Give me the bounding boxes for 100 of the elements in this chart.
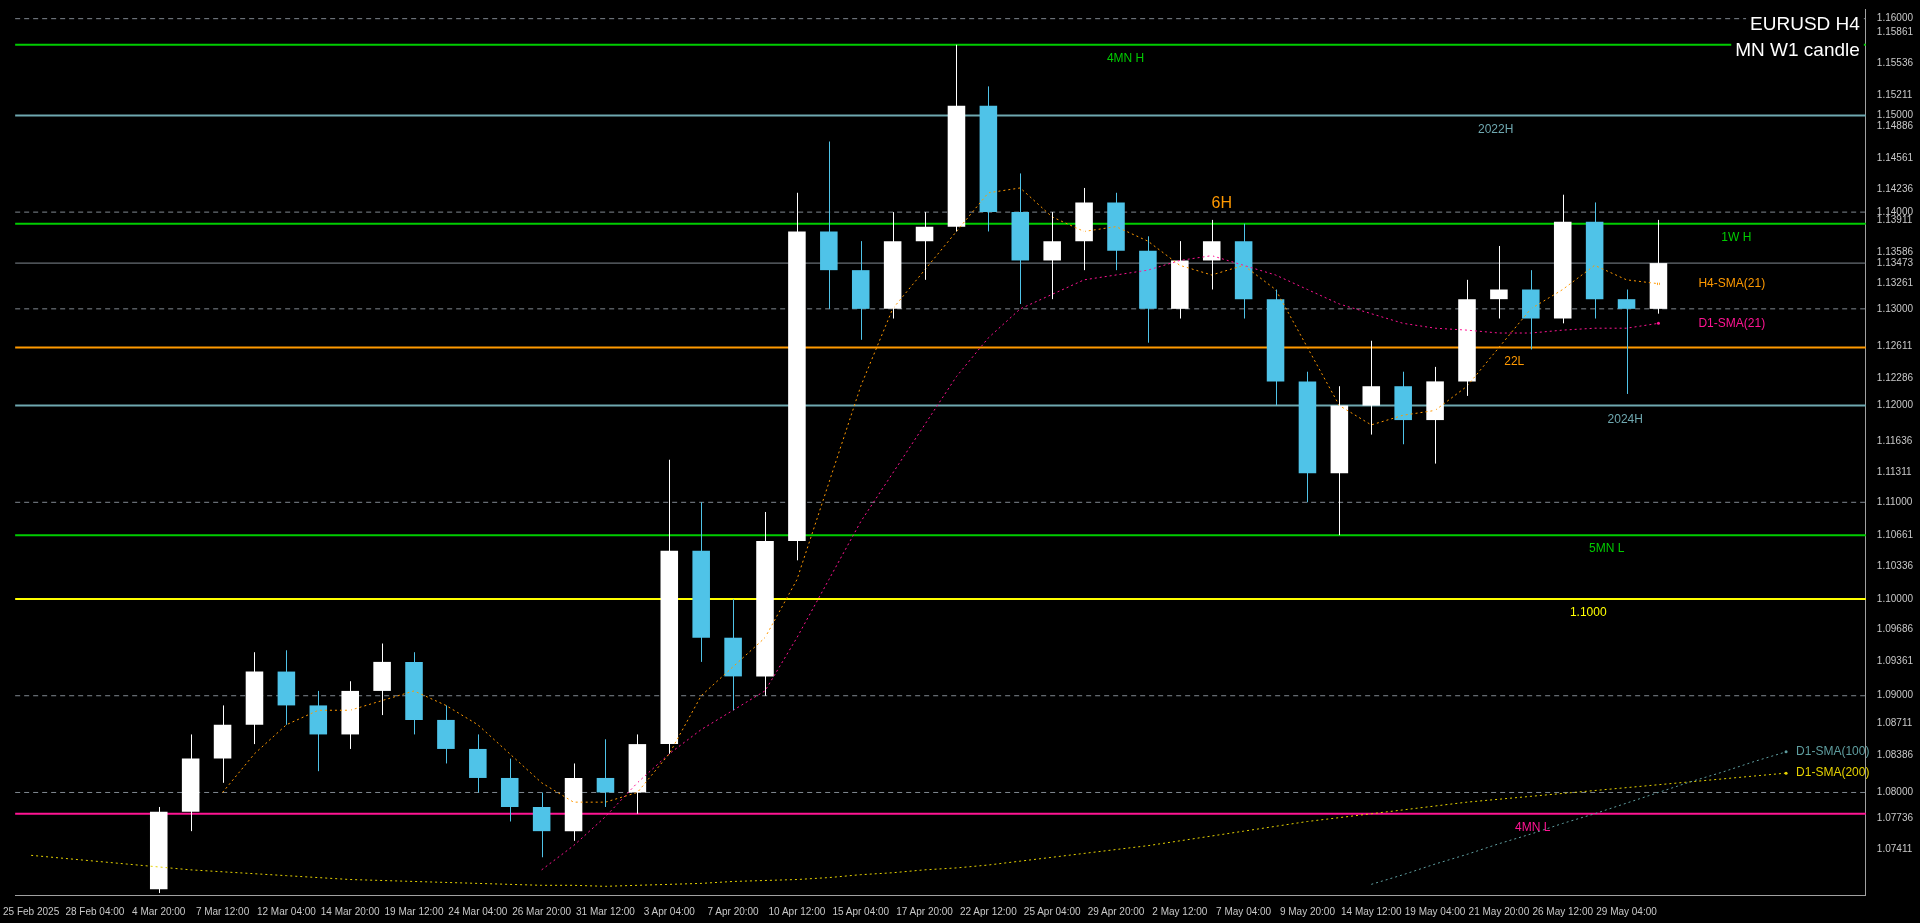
candlestick bbox=[756, 511, 774, 697]
candlestick bbox=[1522, 269, 1540, 350]
candlestick bbox=[883, 211, 902, 320]
y-tick-label: 1.15861 bbox=[1876, 25, 1914, 37]
candlestick bbox=[724, 598, 742, 711]
y-tick-label: 1.13586 bbox=[1876, 245, 1914, 257]
y-tick-label: 1.09361 bbox=[1876, 654, 1914, 666]
candlestick bbox=[564, 762, 583, 842]
x-tick-label: 15 Apr 04:00 bbox=[832, 905, 890, 917]
ref-line-label: 2024H bbox=[1607, 411, 1643, 426]
text: H4-SMA(21) bbox=[1698, 276, 1766, 291]
x-tick-label: 14 Mar 20:00 bbox=[320, 905, 381, 917]
candlestick bbox=[149, 806, 168, 894]
candlestick bbox=[1617, 289, 1636, 395]
candlestick bbox=[1171, 240, 1189, 320]
y-tick-label: 1.15000 bbox=[1876, 109, 1914, 121]
x-tick-label: 25 Apr 04:00 bbox=[1023, 905, 1081, 917]
ref-line-label: 2022H bbox=[1478, 121, 1514, 136]
annotation: 6H bbox=[1211, 193, 1233, 211]
y-tick-label: 1.14561 bbox=[1876, 151, 1914, 163]
x-tick-label: 7 Apr 20:00 bbox=[707, 905, 760, 917]
candlestick bbox=[213, 704, 232, 784]
x-tick-label: 28 Feb 04:00 bbox=[65, 905, 125, 917]
ref-line-label: 1W H bbox=[1721, 230, 1752, 245]
x-tick-label: 29 Apr 20:00 bbox=[1087, 905, 1145, 917]
y-tick-label: 1.13000 bbox=[1876, 302, 1914, 314]
y-tick-label: 1.10000 bbox=[1876, 592, 1914, 604]
candlestick bbox=[1139, 235, 1157, 344]
y-tick-label: 1.15536 bbox=[1876, 57, 1914, 69]
y-tick-label: 1.13473 bbox=[1876, 256, 1914, 268]
text: MN W1 candle bbox=[1735, 38, 1860, 60]
candlestick bbox=[1426, 366, 1444, 465]
chart-title: EURUSD H4 bbox=[1750, 12, 1861, 34]
y-tick-label: 1.14236 bbox=[1876, 183, 1914, 195]
candlestick bbox=[532, 791, 551, 858]
x-tick-label: 9 May 20:00 bbox=[1279, 905, 1336, 917]
x-tick-label: 17 Apr 20:00 bbox=[896, 905, 954, 917]
x-tick-label: 12 Mar 04:00 bbox=[256, 905, 317, 917]
y-tick-label: 1.08711 bbox=[1876, 717, 1913, 729]
y-tick-label: 1.08000 bbox=[1876, 786, 1914, 798]
y-tick-label: 1.16000 bbox=[1876, 12, 1914, 24]
x-tick-label: 25 Feb 2025 bbox=[3, 905, 60, 917]
x-tick-label: 21 May 20:00 bbox=[1468, 905, 1530, 917]
candlestick bbox=[437, 704, 455, 764]
ref-line-label: 22L bbox=[1504, 353, 1525, 368]
y-tick-label: 1.09000 bbox=[1876, 689, 1914, 701]
ref-line-label: 4MN H bbox=[1106, 51, 1145, 66]
x-tick-label: 7 May 04:00 bbox=[1216, 905, 1272, 917]
x-tick-label: 7 Mar 12:00 bbox=[195, 905, 250, 917]
y-tick-label: 1.15211 bbox=[1876, 88, 1913, 100]
candlestick bbox=[341, 680, 359, 750]
x-tick-label: 2 May 12:00 bbox=[1152, 905, 1208, 917]
y-tick-label: 1.07411 bbox=[1876, 843, 1913, 855]
candlestick bbox=[1298, 371, 1317, 503]
y-tick-label: 1.12000 bbox=[1876, 399, 1914, 411]
x-tick-label: 31 Mar 12:00 bbox=[576, 905, 636, 917]
candlestick bbox=[1107, 192, 1125, 271]
x-tick-label: 4 Mar 20:00 bbox=[132, 905, 186, 917]
candlestick bbox=[181, 733, 200, 832]
candlestick bbox=[1490, 245, 1508, 320]
x-tick-label: 14 May 12:00 bbox=[1340, 905, 1402, 917]
candlestick bbox=[1011, 172, 1030, 305]
candlestick bbox=[1394, 371, 1412, 445]
text: D1-SMA(21) bbox=[1698, 315, 1766, 330]
candlestick bbox=[979, 85, 998, 232]
y-tick-label: 1.11311 bbox=[1876, 465, 1912, 477]
candlestick bbox=[1075, 187, 1093, 271]
x-tick-label: 3 Apr 04:00 bbox=[643, 905, 696, 917]
x-tick-label: 26 May 12:00 bbox=[1532, 905, 1594, 917]
x-tick-label: 19 May 04:00 bbox=[1404, 905, 1466, 917]
y-tick-label: 1.13911 bbox=[1876, 214, 1913, 226]
candlestick bbox=[820, 141, 838, 310]
candlestick bbox=[1362, 340, 1381, 436]
y-tick-label: 1.11000 bbox=[1876, 496, 1913, 508]
y-tick-label: 1.13261 bbox=[1876, 277, 1914, 289]
candlestick bbox=[1649, 219, 1668, 315]
candlestick bbox=[788, 192, 806, 561]
y-tick-label: 1.09686 bbox=[1876, 623, 1914, 635]
x-tick-label: 22 Apr 12:00 bbox=[960, 905, 1018, 917]
ref-line-label: 1.1000 bbox=[1569, 605, 1607, 620]
candlestick bbox=[1585, 201, 1604, 320]
candlestick bbox=[692, 501, 710, 663]
candlestick bbox=[1266, 289, 1285, 407]
candlestick bbox=[1043, 211, 1061, 300]
candlestick bbox=[1553, 194, 1572, 324]
candlestick bbox=[469, 733, 487, 793]
x-tick-label: 29 May 04:00 bbox=[1596, 905, 1658, 917]
y-tick-label: 1.10336 bbox=[1876, 560, 1914, 572]
y-tick-label: 1.14000 bbox=[1876, 205, 1914, 217]
candlestick bbox=[1458, 279, 1476, 397]
candlestick bbox=[947, 44, 966, 232]
candlestick bbox=[660, 459, 679, 755]
candlestick bbox=[405, 651, 423, 735]
line-series bbox=[30, 772, 1787, 887]
y-tick-label: 1.11636 bbox=[1876, 434, 1913, 446]
x-tick-label: 19 Mar 12:00 bbox=[384, 905, 444, 917]
candlestick bbox=[245, 651, 264, 745]
y-tick-label: 1.12611 bbox=[1876, 340, 1913, 352]
x-tick-label: 10 Apr 12:00 bbox=[768, 905, 826, 917]
candlestick bbox=[1202, 219, 1221, 290]
